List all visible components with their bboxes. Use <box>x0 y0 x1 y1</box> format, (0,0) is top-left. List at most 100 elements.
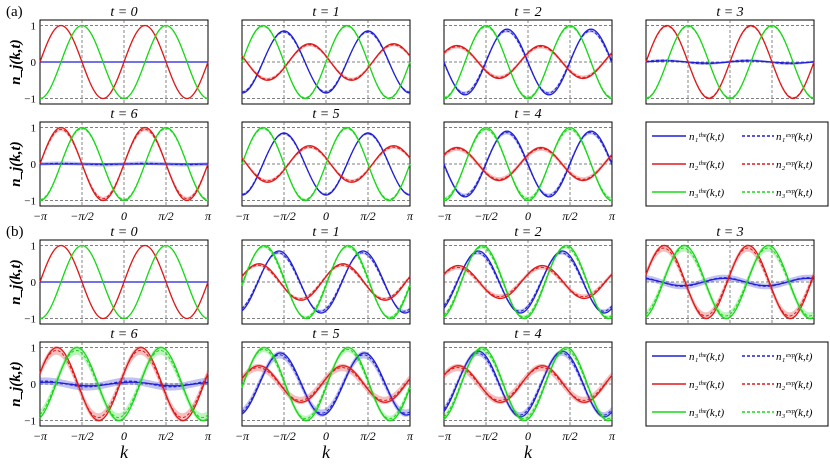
chart-panel: t = 3 <box>645 225 815 325</box>
y-axis-label: n_j(k,t) <box>8 259 24 304</box>
legend-label-theory: n₁ᵗʰᵉ(k,t) <box>689 131 725 143</box>
series-n1-theory <box>39 381 209 387</box>
series-n3-experiment <box>39 349 209 419</box>
legend-label-experiment: n₃ᵉˣᵖ(k,t) <box>776 187 813 199</box>
series-n3-theory <box>443 346 613 422</box>
series-n3-theory <box>443 24 613 100</box>
y-axis-label: n_j(k,t) <box>8 39 24 84</box>
legend: n₁ᵗʰᵉ(k,t) n₁ᵉˣᵖ(k,t) n₂ᵗʰᵉ(k,t) n₂ᵉˣᵖ(k,t)… <box>645 341 829 427</box>
panel-title: t = 2 <box>514 225 541 240</box>
series-n2-theory <box>39 346 209 422</box>
x-tick-label: π/2 <box>158 429 173 443</box>
series-n2-theory <box>241 263 411 301</box>
y-tick-label: 0 <box>31 379 37 391</box>
panel-title: t = 5 <box>312 327 339 342</box>
chart-panel: t = 4 −π −π/2 0 π/2 π <box>437 107 616 223</box>
series-n3-theory <box>645 244 815 320</box>
chart-panel: t = 2 <box>443 225 613 325</box>
x-axis-label: k <box>120 442 129 462</box>
panel-title: t = 1 <box>312 5 339 20</box>
legend-label-experiment: n₁ᵉˣᵖ(k,t) <box>776 131 813 143</box>
chart-panel: t = 6 1 0 −1−π −π/2 0 π/2 π <box>24 107 212 223</box>
group-label: (b) <box>6 224 24 240</box>
panel-title: t = 4 <box>514 327 541 342</box>
y-tick-label: 0 <box>31 159 37 171</box>
x-tick-label: −π/2 <box>70 429 93 443</box>
x-tick-label: −π <box>33 429 48 443</box>
series-n3-theory <box>443 244 613 320</box>
x-tick-label: −π <box>437 429 452 443</box>
x-tick-label: 0 <box>525 429 531 443</box>
x-axis-label: k <box>524 442 533 462</box>
x-tick-label: π <box>407 429 414 443</box>
series-n1-experiment <box>241 31 411 93</box>
y-tick-label: 0 <box>31 57 37 69</box>
legend-label-experiment: n₂ᵉˣᵖ(k,t) <box>776 159 813 171</box>
x-tick-label: 0 <box>121 209 127 223</box>
x-tick-label: π <box>407 209 414 223</box>
series-n2-theory <box>443 365 613 403</box>
y-tick-label: 0 <box>31 277 37 289</box>
x-tick-label: −π/2 <box>272 209 295 223</box>
y-axis-label: n_j(k,t) <box>8 141 24 186</box>
series-n1-theory <box>241 30 411 94</box>
y-tick-label: 1 <box>31 122 37 134</box>
series-n1-theory <box>443 28 613 96</box>
legend-label-experiment: n₃ᵉˣᵖ(k,t) <box>776 407 813 419</box>
legend-label-theory: n₃ᵗʰᵉ(k,t) <box>689 407 725 419</box>
legend: n₁ᵗʰᵉ(k,t) n₁ᵉˣᵖ(k,t) n₂ᵗʰᵉ(k,t) n₂ᵉˣᵖ(k,t)… <box>645 121 829 207</box>
series-n2-theory <box>241 145 411 183</box>
x-tick-label: π/2 <box>158 209 173 223</box>
series-n1-theory <box>443 250 613 314</box>
series-n2-theory <box>443 146 613 182</box>
x-tick-label: 0 <box>121 429 127 443</box>
series-n3-theory <box>443 126 613 202</box>
series-n1-band <box>40 377 208 391</box>
series-n2-theory <box>443 264 613 300</box>
x-tick-label: π <box>205 209 212 223</box>
x-tick-label: −π/2 <box>474 429 497 443</box>
series-n1-band <box>444 350 612 418</box>
panel-title: t = 5 <box>312 107 339 122</box>
series-n2-theory <box>241 43 411 81</box>
series-n2-theory <box>39 126 209 202</box>
series-n1-experiment <box>645 277 815 287</box>
x-tick-label: −π <box>235 209 250 223</box>
series-n3-theory <box>241 126 411 202</box>
series-n3-theory <box>241 24 411 100</box>
series-n1-theory <box>241 352 411 416</box>
series-n3-theory <box>645 24 815 100</box>
x-tick-label: 0 <box>323 209 329 223</box>
chart-panel: t = 4 −π −π/2 0 π/2 π <box>437 327 616 443</box>
series-n1-theory <box>443 130 613 198</box>
chart-panel: t = 2 <box>443 5 613 105</box>
x-tick-label: π <box>205 429 212 443</box>
x-tick-label: π <box>609 429 616 443</box>
series-n1-theory <box>241 132 411 196</box>
legend-label-experiment: n₁ᵉˣᵖ(k,t) <box>776 351 813 363</box>
legend-label-theory: n₂ᵗʰᵉ(k,t) <box>689 159 725 171</box>
panel-title: t = 2 <box>514 5 541 20</box>
x-tick-label: π/2 <box>360 209 375 223</box>
series-n2-theory <box>241 365 411 403</box>
y-tick-label: 1 <box>31 240 37 252</box>
x-tick-label: −π <box>33 209 48 223</box>
x-tick-label: π <box>609 209 616 223</box>
series-n3-band <box>242 346 410 422</box>
series-n2-experiment <box>241 367 411 401</box>
y-tick-label: −1 <box>24 94 36 106</box>
series-n1-experiment <box>645 59 815 65</box>
series-n3-theory <box>241 244 411 320</box>
x-tick-label: π/2 <box>360 429 375 443</box>
chart-panel: t = 5 −π −π/2 0 π/2 π <box>235 327 414 443</box>
y-tick-label: 1 <box>31 342 37 354</box>
series-n2-band <box>444 363 612 405</box>
chart-panel: t = 0 1 0 −1 <box>24 225 209 326</box>
panel-title: t = 0 <box>110 225 137 240</box>
series-n1-theory <box>443 350 613 418</box>
x-tick-label: π/2 <box>562 209 577 223</box>
x-tick-label: −π <box>235 429 250 443</box>
chart-panel: t = 6 1 0 −1−π −π/2 0 π/2 π <box>24 327 212 443</box>
series-n1-theory <box>645 277 815 287</box>
